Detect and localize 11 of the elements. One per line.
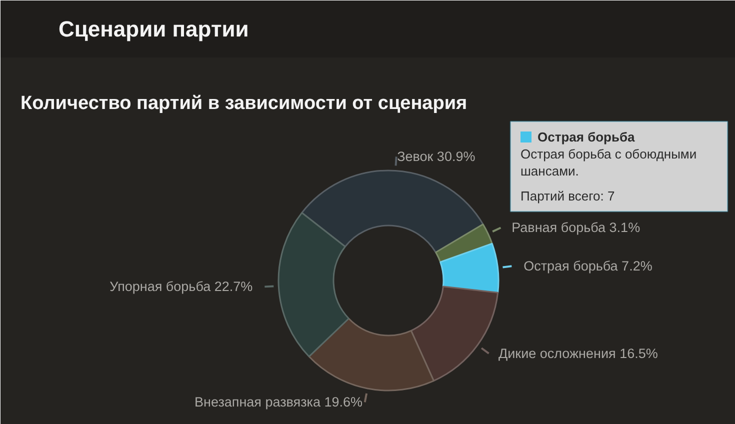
slice-label: Внезапная развязка 19.6% [194, 394, 363, 410]
text: Партий всего: 7 [520, 188, 615, 204]
legend-label: Острая борьба [538, 130, 636, 144]
slice-label: Зевок 30.9% [397, 149, 476, 164]
slice-label: Дикие осложнения 16.5% [498, 346, 658, 361]
chart-title: Сценарии партии [58, 16, 249, 42]
slice-label: Равная борьба 3.1% [512, 220, 640, 236]
category-label: Острая борьба 7.2% [524, 258, 652, 274]
chart-subtitle: Количество партий в зависимости от сценария [20, 93, 468, 114]
text: Острая борьба с обоюдными шансами. [520, 146, 697, 178]
slice-label: Упорная борьба 22.7% [110, 279, 253, 294]
